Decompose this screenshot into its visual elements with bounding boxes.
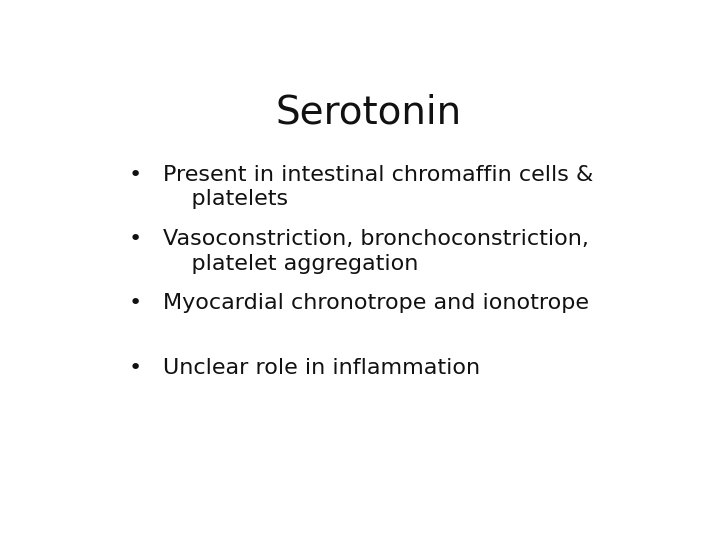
Text: •: • <box>129 165 143 185</box>
Text: •: • <box>129 358 143 378</box>
Text: Unclear role in inflammation: Unclear role in inflammation <box>163 358 480 378</box>
Text: Present in intestinal chromaffin cells &
    platelets: Present in intestinal chromaffin cells &… <box>163 165 593 210</box>
Text: Serotonin: Serotonin <box>276 94 462 132</box>
Text: Myocardial chronotrope and ionotrope: Myocardial chronotrope and ionotrope <box>163 294 588 314</box>
Text: •: • <box>129 294 143 314</box>
Text: •: • <box>129 229 143 249</box>
Text: Vasoconstriction, bronchoconstriction,
    platelet aggregation: Vasoconstriction, bronchoconstriction, p… <box>163 229 588 274</box>
